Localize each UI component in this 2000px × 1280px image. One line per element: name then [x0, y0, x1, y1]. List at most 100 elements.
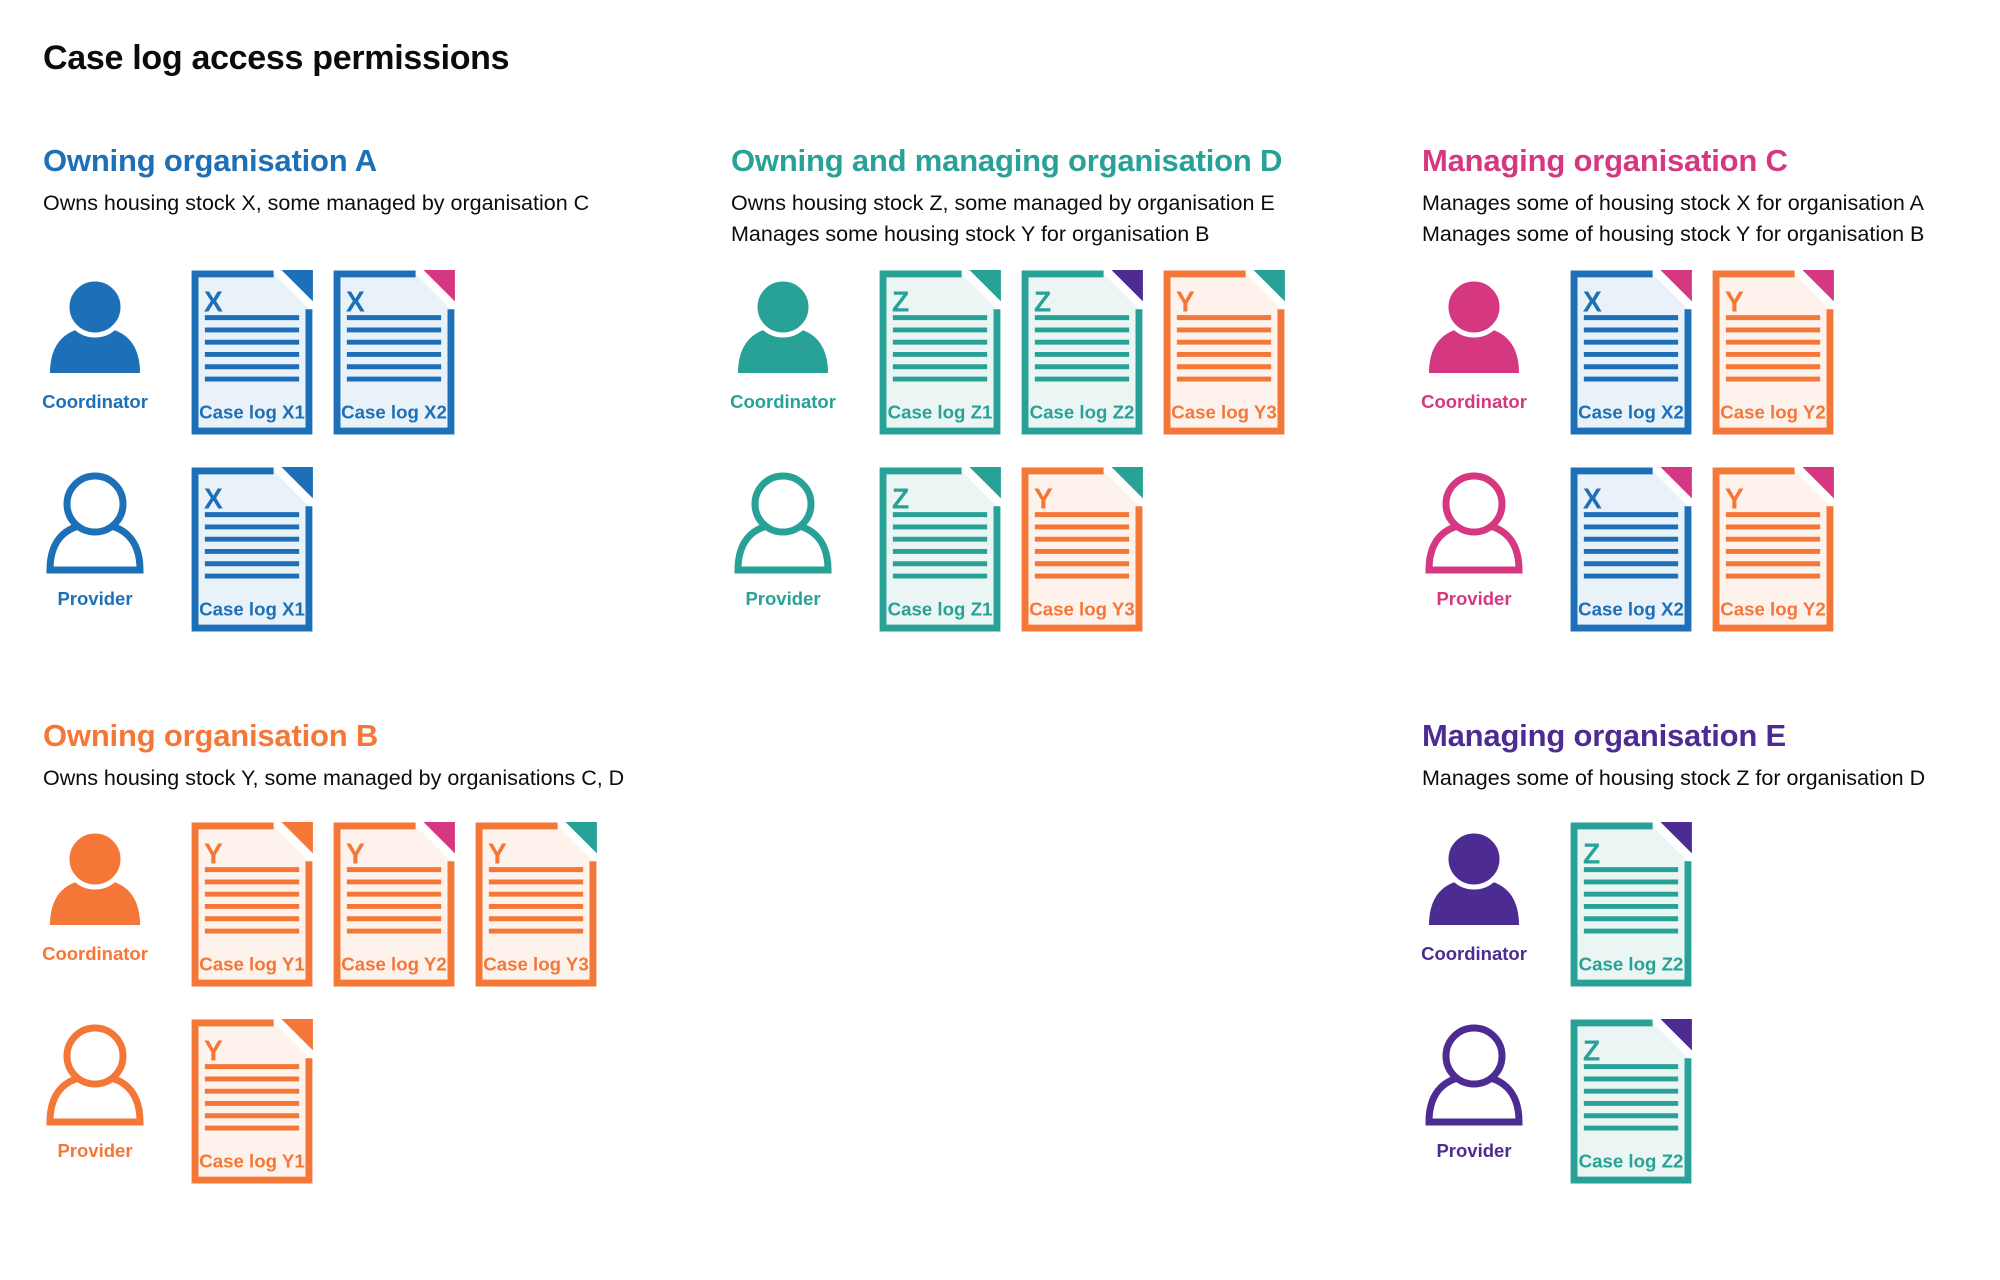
coordinator-row: Coordinator Z Case log Z1 Z — [730, 270, 1391, 435]
document-text-lines — [1725, 315, 1821, 382]
case-log-documents: Y Case log Y1 — [191, 1019, 313, 1184]
document-text-lines — [892, 512, 988, 579]
folded-corner-icon — [1111, 270, 1143, 302]
provider-row: Provider X Case log X2 Y — [1422, 467, 1997, 632]
document-icon: Y Case log Y2 — [1712, 270, 1834, 435]
document-icon: X Case log X1 — [191, 467, 313, 632]
stock-letter: Y — [346, 838, 365, 870]
document-icon: Y Case log Y2 — [1712, 467, 1834, 632]
persona-label: Provider — [745, 588, 821, 609]
provider-figure: Provider — [43, 467, 147, 610]
case-log-documents: X Case log X1 X — [191, 270, 455, 435]
description-line: Manages some of housing stock Z for orga… — [1422, 766, 1926, 790]
document-icon: Z Case log Z1 — [879, 467, 1001, 632]
document-text-lines — [488, 867, 584, 934]
document-icon: Y Case log Y2 — [333, 822, 455, 987]
provider-figure: Provider — [731, 467, 835, 610]
folded-corner-icon — [1660, 1019, 1692, 1051]
document-border — [191, 467, 313, 632]
persona-label: Provider — [1436, 588, 1512, 609]
person-icon — [734, 472, 832, 574]
case-log-document: Y Case log Y1 — [191, 822, 313, 987]
case-log-label: Case log X1 — [199, 401, 305, 422]
section-description: Manages some of housing stock Z for orga… — [1422, 763, 1997, 794]
person-icon — [738, 276, 828, 373]
folded-corner-icon — [281, 467, 313, 499]
person-icon — [50, 276, 140, 373]
folded-corner-icon — [1660, 270, 1692, 302]
description-line: Owns housing stock X, some managed by or… — [43, 191, 590, 215]
persona-label: Coordinator — [42, 391, 148, 412]
description-line: Manages some of housing stock Y for orga… — [1422, 222, 1925, 246]
description-line: Owns housing stock Y, some managed by or… — [43, 766, 625, 790]
case-log-document: Y Case log Y2 — [1712, 270, 1834, 435]
person-icon — [46, 472, 144, 574]
case-log-label: Case log Y1 — [199, 1150, 304, 1171]
folded-corner-icon — [1253, 270, 1285, 302]
case-log-document: Z Case log Z1 — [879, 270, 1001, 435]
stock-letter: Z — [1034, 286, 1051, 318]
case-log-label: Case log X2 — [341, 401, 447, 422]
document-text-lines — [204, 1064, 300, 1131]
stock-letter: Z — [892, 286, 909, 318]
document-border — [879, 467, 1001, 632]
coordinator-figure: Coordinator — [42, 822, 148, 965]
document-text-lines — [1583, 315, 1679, 382]
stock-letter: Y — [1725, 286, 1744, 318]
coordinator-figure: Coordinator — [1421, 270, 1527, 413]
document-border — [1570, 270, 1692, 435]
case-log-label: Case log Y2 — [1720, 401, 1825, 422]
document-text-lines — [204, 315, 300, 382]
document-border — [1021, 270, 1143, 435]
provider-row: Provider X Case log X1 — [43, 467, 703, 632]
document-icon: Y Case log Y3 — [1021, 467, 1143, 632]
page-title: Case log access permissions — [43, 39, 510, 77]
folded-corner-icon — [1802, 467, 1834, 499]
document-icon: X Case log X2 — [333, 270, 455, 435]
document-text-lines — [1583, 867, 1679, 934]
person-icon — [1429, 828, 1519, 925]
document-icon: X Case log X2 — [1570, 270, 1692, 435]
stock-letter: X — [204, 286, 223, 318]
case-log-documents: X Case log X1 — [191, 467, 313, 632]
case-log-documents: Z Case log Z1 Y — [879, 467, 1143, 632]
stock-letter: Y — [204, 1035, 223, 1067]
stock-letter: X — [1583, 483, 1602, 515]
case-log-document: X Case log X1 — [191, 270, 313, 435]
stock-letter: X — [1583, 286, 1602, 318]
case-log-document: X Case log X1 — [191, 467, 313, 632]
provider-row: Provider Z Case log Z2 — [1422, 1019, 1997, 1184]
stock-letter: Y — [1176, 286, 1195, 318]
document-border — [1021, 467, 1143, 632]
case-log-label: Case log Y3 — [1029, 598, 1134, 619]
document-text-lines — [1176, 315, 1272, 382]
case-log-label: Case log Z1 — [888, 598, 993, 619]
document-text-lines — [346, 867, 442, 934]
stock-letter: Y — [1034, 483, 1053, 515]
document-icon: Z Case log Z2 — [1570, 822, 1692, 987]
document-border — [475, 822, 597, 987]
stock-letter: Y — [1725, 483, 1744, 515]
folded-corner-icon — [1660, 467, 1692, 499]
case-log-document: X Case log X2 — [1570, 467, 1692, 632]
case-log-documents: Z Case log Z1 Z — [879, 270, 1285, 435]
section-description: Owns housing stock X, some managed by or… — [43, 188, 703, 250]
provider-figure: Provider — [1422, 467, 1526, 610]
case-log-label: Case log Z1 — [888, 401, 993, 422]
coordinator-figure: Coordinator — [42, 270, 148, 413]
document-icon: Z Case log Z1 — [879, 270, 1001, 435]
case-log-label: Case log Y2 — [341, 953, 446, 974]
folded-corner-icon — [1111, 467, 1143, 499]
document-icon: Y Case log Y1 — [191, 1019, 313, 1184]
coordinator-row: Coordinator X Case log X2 Y — [1421, 270, 1997, 435]
document-text-lines — [1034, 512, 1130, 579]
document-border — [1570, 1019, 1692, 1184]
case-log-documents: Z Case log Z2 — [1570, 1019, 1692, 1184]
case-log-document: Y Case log Y1 — [191, 1019, 313, 1184]
document-border — [879, 270, 1001, 435]
persona-label: Coordinator — [1421, 391, 1527, 412]
person-icon — [1425, 1024, 1523, 1126]
coordinator-row: Coordinator X Case log X1 X — [42, 270, 703, 435]
document-icon: Y Case log Y1 — [191, 822, 313, 987]
